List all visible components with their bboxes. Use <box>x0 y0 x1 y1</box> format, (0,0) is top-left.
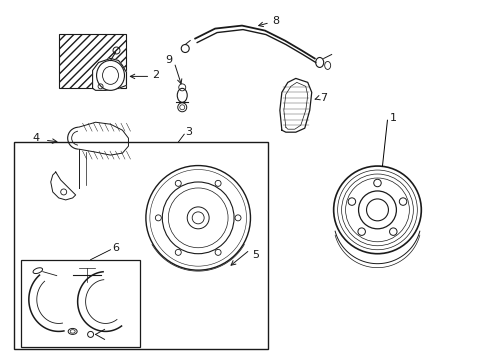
Text: 3: 3 <box>185 127 192 137</box>
Text: 9: 9 <box>165 55 172 66</box>
Polygon shape <box>79 122 128 155</box>
Text: 4: 4 <box>33 133 40 143</box>
Bar <box>14 142 267 349</box>
Text: 7: 7 <box>319 93 326 103</box>
Text: 5: 5 <box>251 250 259 260</box>
Text: 6: 6 <box>112 243 119 253</box>
Bar <box>21 260 140 347</box>
Ellipse shape <box>96 60 124 90</box>
Text: 2: 2 <box>152 71 159 80</box>
Polygon shape <box>92 58 126 90</box>
Bar <box>59 33 126 88</box>
Polygon shape <box>279 78 311 132</box>
Text: 1: 1 <box>388 113 396 123</box>
Text: 8: 8 <box>271 15 279 26</box>
